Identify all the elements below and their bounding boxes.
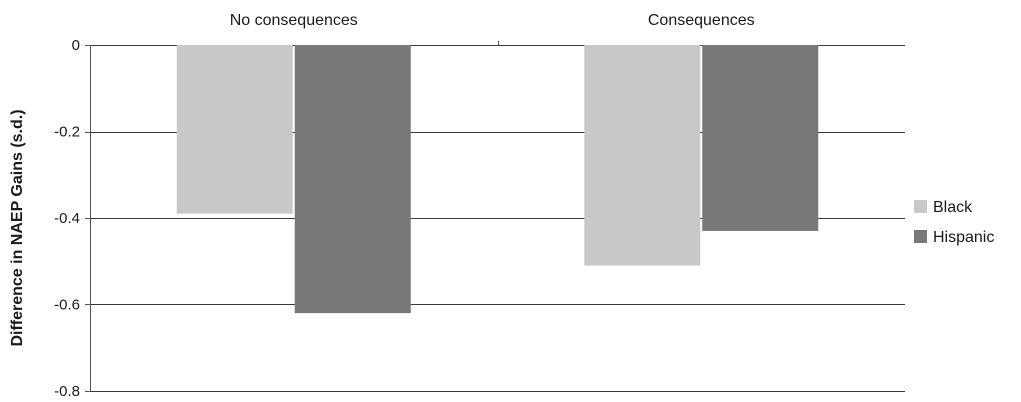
category-label: Consequences bbox=[648, 12, 755, 29]
y-tick-label: 0 bbox=[72, 37, 80, 54]
y-tick-label: -0.2 bbox=[54, 124, 80, 141]
bar-hispanic-1 bbox=[294, 45, 411, 314]
y-tick-label: -0.6 bbox=[54, 297, 80, 314]
legend-swatch-black bbox=[914, 200, 927, 213]
category-labels: No consequences Consequences bbox=[230, 12, 755, 29]
legend: Black Hispanic bbox=[914, 199, 994, 246]
bar-hispanic-2 bbox=[702, 45, 819, 231]
bar-black-2 bbox=[584, 45, 701, 266]
y-tick-labels: 0 -0.2 -0.4 -0.6 -0.8 bbox=[54, 37, 80, 400]
category-label: No consequences bbox=[230, 12, 358, 29]
legend-swatch-hispanic bbox=[914, 230, 927, 243]
legend-label-black: Black bbox=[933, 199, 973, 216]
legend-label-hispanic: Hispanic bbox=[933, 229, 994, 246]
bar-black-1 bbox=[176, 45, 293, 214]
y-tick-label: -0.4 bbox=[54, 210, 80, 227]
bars bbox=[176, 45, 819, 314]
y-axis-title: Difference in NAEP Gains (s.d.) bbox=[9, 109, 26, 346]
y-tick-label: -0.8 bbox=[54, 383, 80, 400]
